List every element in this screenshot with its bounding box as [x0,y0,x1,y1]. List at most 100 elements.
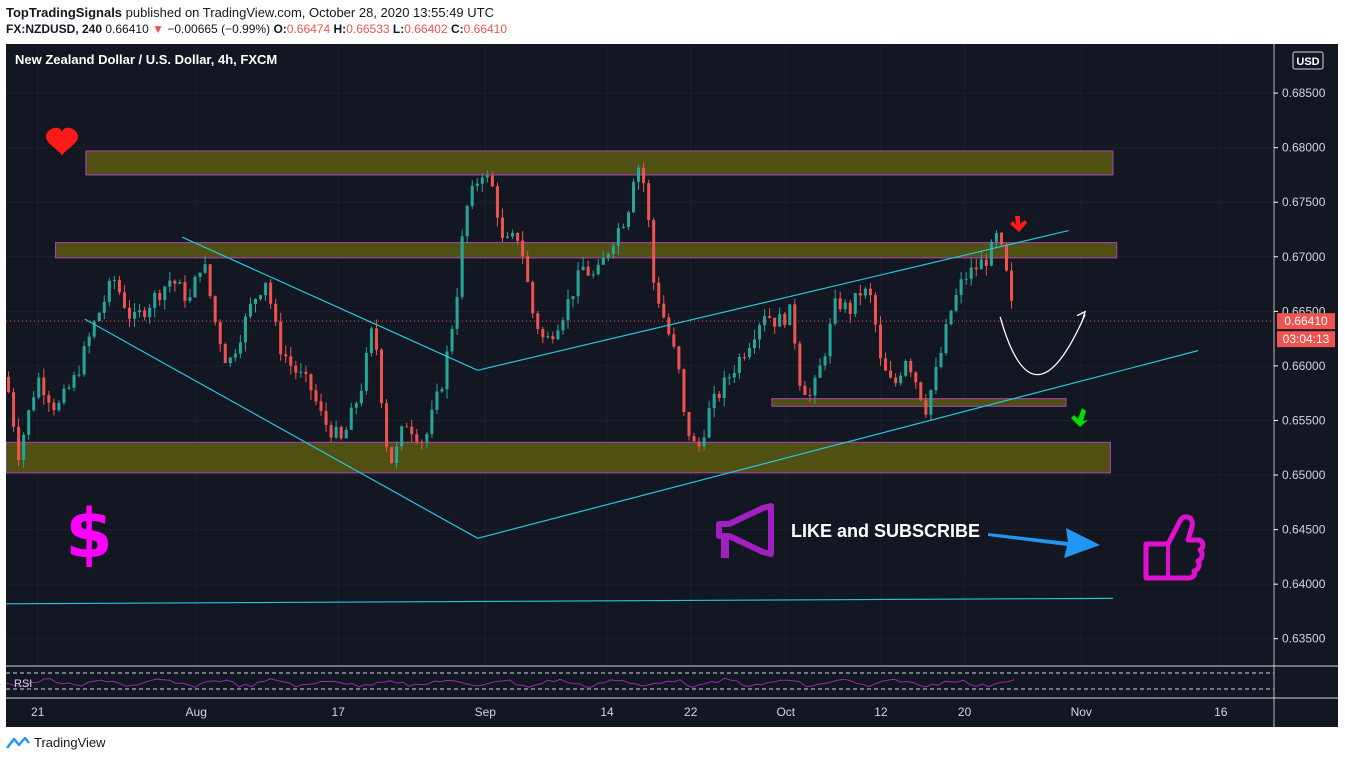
projection-curve [999,314,1086,376]
candle-body [657,282,661,304]
x-tick-label: 21 [31,705,45,719]
candle-body [742,356,746,358]
candle-body [606,253,610,258]
candle-body [732,373,736,378]
candle-body [989,241,993,266]
candle-body [279,321,283,355]
last-price-tag-text: 0.66410 [1284,314,1328,328]
candle-body [259,295,263,300]
candle-body [752,339,756,348]
last-price-tag [1277,313,1335,330]
candle-body [632,181,636,213]
candle-body [521,240,525,257]
candle-body [763,316,767,326]
candle-body [359,390,363,404]
candle-body [672,334,676,347]
candle-body [92,321,96,337]
chart-svg[interactable]: 0.685000.680000.675000.670000.665000.660… [6,44,1338,727]
open-label: O: [273,22,287,36]
candle-body [616,227,620,246]
candle-body [465,205,469,237]
sr-zone [6,441,1111,474]
author-name[interactable]: TopTradingSignals [6,5,123,20]
thumbs-up-icon [1143,514,1206,581]
candle-body [788,304,792,326]
footer-brand[interactable]: TradingView [34,735,106,750]
candle-body [712,393,716,409]
candle-body [808,394,812,396]
candle-body [62,388,66,403]
x-tick-label: Sep [475,705,497,719]
candle-body [17,426,21,461]
candle-body [334,426,338,438]
candle-body [47,395,51,403]
candle-body [77,374,81,376]
candle-body [662,303,666,318]
chart-frame[interactable]: 0.68500 0.68000 0.67500 0.67000 0.66500 0.660… [6,44,1338,727]
candle-body [848,302,852,314]
candle-body [349,407,353,430]
candle-body [778,313,782,327]
candle-body [475,183,479,186]
candle-body [878,324,883,359]
candle-body [677,346,681,370]
candle-body [904,361,908,376]
publish-info: TopTradingSignals published on TradingVi… [6,5,494,20]
rsi-label: RSI [14,678,32,690]
candle-body [934,367,938,391]
candle-body [929,390,933,415]
candle-body [153,293,157,308]
candle-body [97,312,101,322]
candle-body [27,410,31,435]
candle-body [561,320,565,331]
candle-body [198,272,202,277]
candle-body [707,408,711,438]
candle-body [863,288,867,296]
high-label: H: [333,22,347,36]
candle-body [737,356,741,374]
candle-body [435,391,439,410]
trend-line [477,230,1069,371]
candle-body [264,282,268,296]
candle-body [994,232,998,242]
candle-body [626,212,630,227]
candle-body [717,393,721,399]
candle-body [415,434,419,442]
candle-body [294,365,298,373]
candle-body [944,324,948,353]
candle-body [667,317,671,335]
candle-body [52,402,56,411]
candle-body [536,313,540,329]
candle-body [430,409,434,435]
candle-body [314,390,318,402]
down-arrow-icon [1010,216,1027,232]
candle-body [450,328,454,352]
sr-zone [54,242,1118,259]
candle-body [541,328,545,338]
x-tick-label: Aug [186,705,207,719]
candle-body [833,298,837,324]
candle-body [1010,270,1014,301]
candle-body [253,299,258,304]
candle-body [687,412,691,437]
candle-body [122,292,126,308]
y-tick-label: 0.65000 [1282,468,1326,482]
candle-body [974,267,978,270]
candle-body [868,288,872,296]
y-tick-label: 0.67500 [1282,195,1326,209]
candle-body [692,436,696,442]
sr-zone [85,150,1114,176]
candle-body [213,296,217,323]
candle-body [884,358,888,371]
candle-body [395,446,399,464]
candle-body [843,302,847,310]
trend-line [477,350,1199,539]
candle-body [591,274,595,276]
candle-body [82,346,86,375]
candle-body [42,377,46,396]
candle-body [117,280,121,293]
candle-body [959,279,963,295]
candle-body [999,232,1003,245]
candle-body [894,377,898,384]
candle-body [248,303,252,317]
